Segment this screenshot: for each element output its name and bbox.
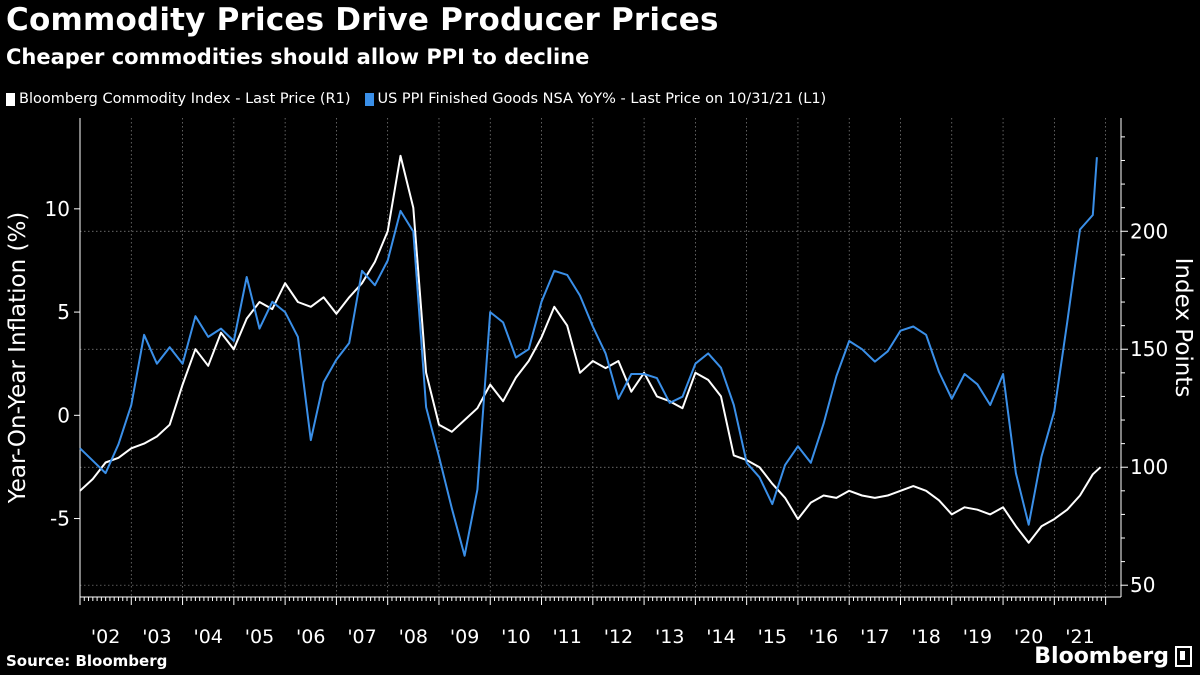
legend-label-bcom: Bloomberg Commodity Index - Last Price (… — [19, 91, 351, 107]
x-tick-label: '02 — [91, 626, 120, 648]
x-tick-label: '08 — [399, 626, 428, 648]
x-tick-label: '11 — [552, 626, 581, 648]
x-tick-label: '16 — [809, 626, 838, 648]
x-tick-label: '03 — [142, 626, 171, 648]
x-tick-label: '21 — [1065, 626, 1094, 648]
x-tick-label: '05 — [245, 626, 274, 648]
x-tick-label: '12 — [604, 626, 633, 648]
x-tick-label: '15 — [758, 626, 787, 648]
left-tick-label: -5 — [50, 507, 70, 531]
series-line-ppi — [79, 157, 1098, 557]
legend-label-ppi: US PPI Finished Goods NSA YoY% - Last Pr… — [377, 91, 827, 107]
x-tick-label: '04 — [193, 626, 222, 648]
x-tick-label: '09 — [450, 626, 479, 648]
right-tick-label: 100 — [1130, 455, 1168, 479]
right-tick-label: 150 — [1130, 337, 1168, 361]
left-tick-label: 0 — [57, 403, 70, 427]
legend-item-bcom: Bloomberg Commodity Index - Last Price (… — [6, 91, 351, 107]
right-axis-title: Index Points — [1170, 258, 1196, 398]
x-tick-label: '19 — [963, 626, 992, 648]
right-tick-label: 200 — [1130, 219, 1168, 243]
bloomberg-logo: Bloomberg — [1034, 644, 1192, 669]
right-tick-label: 50 — [1130, 573, 1155, 597]
x-tick-label: '10 — [501, 626, 530, 648]
x-tick-label: '14 — [706, 626, 735, 648]
chart-title: Commodity Prices Drive Producer Prices — [6, 2, 719, 38]
x-tick-label: '13 — [655, 626, 684, 648]
x-tick-label: '06 — [296, 626, 325, 648]
brand-label: Bloomberg — [1034, 644, 1169, 669]
x-tick-label: '07 — [347, 626, 376, 648]
left-tick-label: 10 — [45, 197, 70, 221]
left-tick-label: 5 — [57, 300, 70, 324]
legend: Bloomberg Commodity Index - Last Price (… — [6, 91, 840, 107]
series-line-bcom — [79, 154, 1102, 544]
chart-subtitle: Cheaper commodities should allow PPI to … — [6, 45, 590, 69]
legend-item-ppi: US PPI Finished Goods NSA YoY% - Last Pr… — [364, 91, 827, 107]
bloomberg-mark-icon — [1175, 646, 1192, 667]
left-axis-title: Year-On-Year Inflation (%) — [5, 212, 31, 505]
x-tick-label: '17 — [860, 626, 889, 648]
x-tick-label: '20 — [1014, 626, 1043, 648]
legend-swatch-bcom — [6, 92, 15, 106]
x-tick-label: '18 — [911, 626, 940, 648]
legend-swatch-ppi — [364, 92, 374, 106]
source-note: Source: Bloomberg — [6, 652, 168, 670]
